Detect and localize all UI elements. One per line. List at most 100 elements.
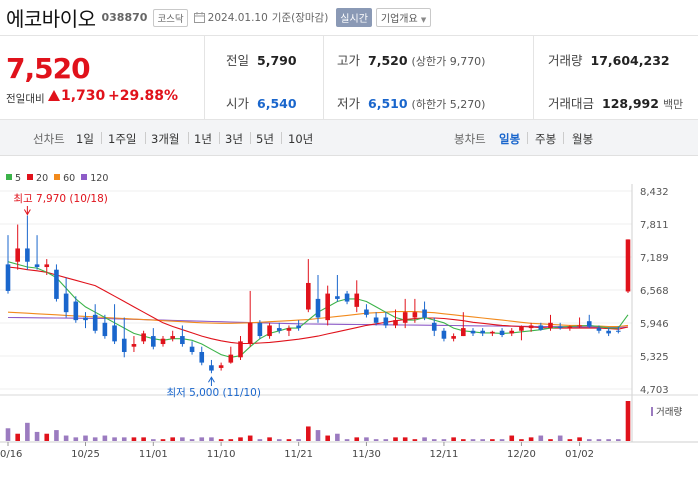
ma20-line — [7, 266, 629, 345]
volume-bar — [44, 433, 50, 441]
period-5y[interactable]: 5년 — [256, 132, 274, 146]
candle-body — [528, 325, 534, 329]
separator — [219, 132, 220, 144]
y-tick-label: 6,568 — [640, 286, 669, 297]
volume-value: 17,604,232 — [590, 53, 670, 68]
candle-body — [151, 336, 156, 347]
candle-body — [15, 248, 20, 262]
volume-bar — [189, 439, 195, 441]
candle-body — [596, 328, 602, 331]
prev-close-value: 5,790 — [257, 53, 297, 68]
candle-body — [577, 325, 582, 327]
x-tick-label: 11/21 — [284, 449, 313, 460]
divider — [533, 36, 534, 120]
volume-bar — [63, 435, 69, 441]
candle-body — [189, 346, 195, 352]
candle-body — [625, 239, 631, 292]
volume-bar — [567, 439, 573, 441]
candle-body — [354, 293, 360, 307]
company-info-button[interactable]: 기업개요 ▼ — [375, 8, 432, 27]
volume-bar — [102, 435, 108, 441]
volume-bar — [15, 433, 20, 441]
low-arrow-head — [208, 376, 215, 383]
change-percent: +29.88% — [108, 88, 179, 104]
candle-body — [218, 365, 224, 368]
high-arrow-head — [23, 209, 31, 216]
period-1d[interactable]: 1일 — [76, 132, 94, 146]
volume-bar — [238, 437, 243, 441]
current-price: 7,520 — [6, 52, 91, 85]
period-1y[interactable]: 1년 — [194, 132, 212, 146]
volume-bar — [519, 439, 524, 441]
x-tick-label: 10/16 — [0, 449, 22, 460]
candle-body — [402, 312, 408, 323]
candle-daily[interactable]: 일봉 — [499, 132, 521, 146]
candle-body — [344, 293, 350, 302]
x-tick-label: 12/20 — [507, 449, 536, 460]
volume-bar — [151, 439, 156, 441]
candle-body — [102, 322, 108, 337]
candle-body — [141, 333, 146, 342]
candle-body — [306, 282, 311, 310]
volume-bar — [306, 426, 311, 441]
candle-body — [83, 317, 88, 321]
y-tick-label: 7,189 — [640, 253, 669, 264]
period-3m[interactable]: 3개월 — [151, 132, 180, 146]
legend-label: 120 — [90, 173, 109, 184]
candle-body — [335, 296, 340, 299]
volume-label: 거래량 — [548, 53, 583, 68]
candle-body — [5, 264, 11, 291]
candle-body — [412, 312, 418, 318]
price-summary: 7,520 전일대비 1,730 +29.88% 전일 5,790 시가 6,540… — [0, 36, 698, 120]
volume-bar — [451, 437, 456, 441]
separator — [145, 132, 146, 144]
volume-bar — [257, 439, 263, 441]
volume-bar — [373, 439, 379, 441]
volume-bar — [335, 433, 340, 441]
candle-body — [606, 330, 611, 334]
candle-body — [92, 314, 98, 331]
period-3y[interactable]: 3년 — [225, 132, 243, 146]
volume-bar — [141, 437, 146, 441]
low-label: 저가 — [337, 96, 361, 111]
candle-body — [586, 321, 592, 327]
period-1w[interactable]: 1주일 — [108, 132, 137, 146]
candle-body — [616, 330, 621, 332]
candle-body — [170, 336, 175, 339]
period-10y[interactable]: 10년 — [288, 132, 314, 146]
volume-bar — [180, 437, 185, 441]
candle-body — [199, 351, 205, 363]
volume-bar — [247, 435, 253, 441]
amount-value: 128,992 — [602, 96, 659, 111]
realtime-button[interactable]: 실시간 — [336, 8, 372, 27]
volume-bar — [296, 439, 301, 441]
volume-bar — [354, 437, 360, 441]
legend-swatch — [27, 174, 34, 180]
candle-body — [257, 322, 263, 337]
candle-body — [557, 326, 563, 329]
separator — [563, 132, 564, 144]
ma-legend: 5 20 60 120 — [6, 173, 108, 184]
candle-body — [131, 344, 137, 347]
candle-body — [63, 293, 69, 313]
volume-bar — [315, 430, 321, 441]
candle-body — [431, 322, 437, 331]
candle-body — [286, 328, 292, 331]
current-price-box: 7,520 전일대비 1,730 +29.88% — [0, 36, 205, 120]
candle-body — [383, 317, 389, 326]
candle-body — [373, 317, 379, 323]
candle-body — [325, 293, 330, 321]
candle-body — [480, 330, 485, 334]
candle-monthly[interactable]: 월봉 — [572, 132, 594, 146]
change-value: 1,730 — [61, 88, 106, 104]
candle-body — [267, 325, 272, 337]
volume-bar — [402, 437, 408, 441]
y-tick-label: 7,811 — [640, 220, 669, 231]
candle-weekly[interactable]: 주봉 — [535, 132, 557, 146]
legend-ma5: 5 — [6, 173, 21, 184]
prev-close-label: 전일 — [226, 53, 250, 68]
volume-bar — [616, 439, 621, 441]
volume-bar — [34, 431, 40, 441]
volume-bar — [480, 439, 485, 441]
volume-bar — [73, 437, 79, 441]
